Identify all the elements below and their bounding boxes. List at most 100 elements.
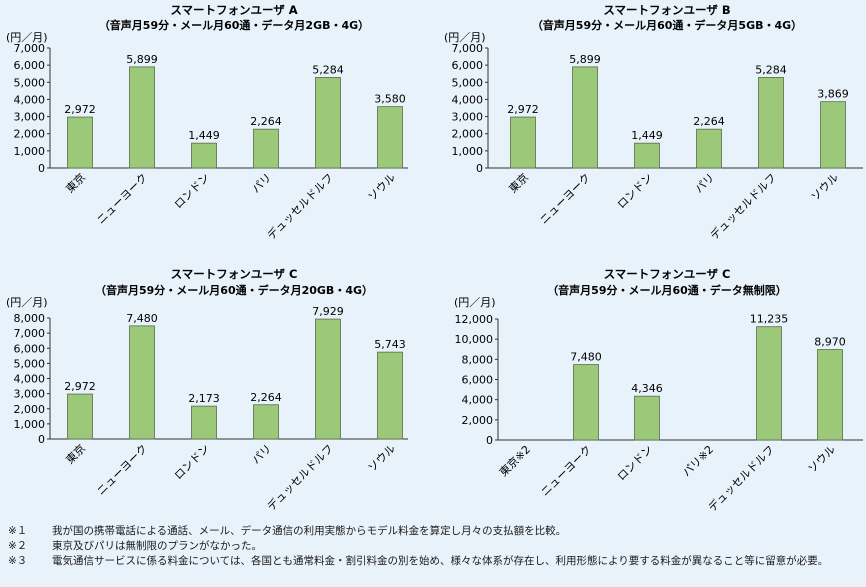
bar [377, 106, 403, 169]
footnote-2-text: 東京及びパリは無制限のプランがなかった。 [52, 540, 262, 552]
y-tick-label: 8,000 [14, 312, 46, 325]
footnote-1-mark: ※１ [8, 525, 28, 537]
y-axis-unit-label: (円／月) [444, 31, 486, 44]
x-tick-label: パリ [249, 442, 274, 467]
y-tick-label: 1,000 [452, 145, 484, 158]
y-tick-label: 2,000 [452, 128, 484, 141]
x-tick-label: デュッセルドルフ [705, 442, 777, 514]
chart-subtitle: （音声月59分・メール月60通・データ月20GB・4G） [95, 283, 373, 297]
x-tick-label: ニューヨーク [94, 442, 150, 498]
data-label: 1,449 [631, 129, 663, 142]
x-tick-label: デュッセルドルフ [264, 441, 336, 513]
footnote-3-text: 電気通信サービスに係る料金については、各国とも通常料金・割引料金の別を始め、様々… [52, 555, 829, 567]
x-tick-label: ニューヨーク [94, 171, 150, 227]
bar [758, 77, 784, 169]
y-tick-label: 7,000 [452, 42, 484, 55]
data-label: 5,284 [312, 63, 344, 76]
bar [634, 142, 660, 169]
x-tick-label: ニューヨーク [537, 171, 593, 227]
x-tick-label: ソウル [366, 171, 399, 204]
x-tick-label: デュッセルドルフ [707, 170, 779, 242]
data-label: 2,173 [188, 392, 220, 405]
bar [129, 66, 155, 169]
charts-area: スマートフォンユーザ A（音声月59分・メール月60通・データ月2GB・4G） (… [6, 3, 863, 514]
bar [67, 393, 93, 440]
data-label: 2,264 [250, 115, 282, 128]
bar [817, 349, 843, 441]
y-tick-label: 6,000 [14, 59, 46, 72]
y-tick-label: 5,000 [14, 357, 46, 370]
y-tick-label: 1,000 [14, 145, 46, 158]
data-label: 7,480 [126, 312, 158, 325]
bar [129, 325, 155, 440]
y-tick-label: 3,000 [14, 111, 46, 124]
y-axis-unit-label: (円／月) [454, 296, 496, 309]
bar [315, 77, 341, 169]
x-tick-label: ニューヨーク [538, 443, 594, 499]
y-axis-unit-label: (円／月) [6, 296, 48, 309]
x-tick-label: ロンドン [172, 171, 212, 211]
data-label: 2,972 [64, 380, 96, 393]
y-tick-label: 4,000 [14, 373, 46, 386]
chart-4: スマートフォンユーザ C （音声月59分・メール月60通・データ無制限） (円／月)… [454, 267, 863, 514]
x-tick-label: ソウル [809, 171, 842, 204]
footnote-3-mark: ※３ [8, 555, 28, 567]
y-tick-label: 2,000 [462, 414, 494, 427]
chart-subtitle: （音声月59分・メール月60通・データ月2GB・4G） [99, 18, 369, 32]
data-label: 4,346 [631, 382, 663, 395]
data-label: 2,264 [693, 115, 725, 128]
data-label: 11,235 [750, 313, 789, 326]
y-tick-label: 0 [476, 162, 483, 175]
y-tick-label: 8,000 [462, 353, 494, 366]
data-label: 8,970 [814, 336, 846, 349]
chart-2: スマートフォンユーザ B（音声月59分・メール月60通・データ月5GB・4G） (… [444, 3, 863, 242]
chart-title: スマートフォンユーザ B [603, 3, 730, 17]
y-tick-label: 6,000 [452, 59, 484, 72]
x-tick-label: ロンドン [615, 443, 655, 483]
chart-3: スマートフォンユーザ C （音声月59分・メール月60通・データ月20GB・4G）… [6, 267, 408, 513]
x-tick-label: パリ [249, 171, 274, 196]
y-tick-label: 3,000 [452, 111, 484, 124]
footnote-2: ※２ 東京及びパリは無制限のプランがなかった。 [8, 539, 860, 554]
y-tick-label: 10,000 [455, 333, 494, 346]
bar [696, 128, 722, 169]
footnotes: ※１ 我が国の携帯電話による通話、メール、データ通信の利用実態からモデル料金を算… [8, 524, 860, 569]
x-tick-label: ソウル [806, 443, 839, 476]
bar [820, 101, 846, 169]
y-tick-label: 4,000 [452, 93, 484, 106]
data-label: 5,899 [126, 53, 158, 66]
bar [573, 364, 599, 441]
y-tick-label: 2,000 [14, 403, 46, 416]
footnote-2-mark: ※２ [8, 540, 28, 552]
y-tick-label: 0 [38, 433, 45, 446]
bar [756, 326, 782, 441]
bar [315, 318, 341, 440]
chart-subtitle: （音声月59分・メール月60通・データ月5GB・4G） [532, 18, 802, 32]
x-tick-label: ソウル [366, 442, 399, 475]
y-tick-label: 2,000 [14, 128, 46, 141]
chart-title: スマートフォンユーザ C [171, 267, 298, 281]
chart-1: スマートフォンユーザ A（音声月59分・メール月60通・データ月2GB・4G） (… [6, 3, 408, 242]
bar [67, 116, 93, 169]
x-tick-label: 東京 [63, 441, 88, 466]
bar [253, 128, 279, 169]
x-tick-label: ロンドン [172, 442, 212, 482]
y-tick-label: 12,000 [455, 313, 494, 326]
data-label: 1,449 [188, 129, 220, 142]
y-tick-label: 5,000 [452, 76, 484, 89]
footnote-1-text: 我が国の携帯電話による通話、メール、データ通信の利用実態からモデル料金を算定し月… [52, 525, 567, 537]
y-tick-label: 0 [38, 162, 45, 175]
x-tick-label: パリ [692, 171, 717, 196]
bar [510, 116, 536, 169]
chart-subtitle: （音声月59分・メール月60通・データ無制限） [547, 283, 787, 297]
y-tick-label: 7,000 [14, 327, 46, 340]
data-label: 2,264 [250, 391, 282, 404]
data-label: 5,284 [755, 63, 787, 76]
bar [253, 404, 279, 440]
x-tick-label: 東京 [506, 170, 531, 195]
footnote-3: ※３ 電気通信サービスに係る料金については、各国とも通常料金・割引料金の別を始め… [8, 554, 860, 569]
x-tick-label: パリ※2 [680, 443, 716, 479]
chart-title: スマートフォンユーザ A [170, 3, 297, 17]
y-axis-unit-label: (円／月) [6, 31, 48, 44]
bar [572, 66, 598, 169]
